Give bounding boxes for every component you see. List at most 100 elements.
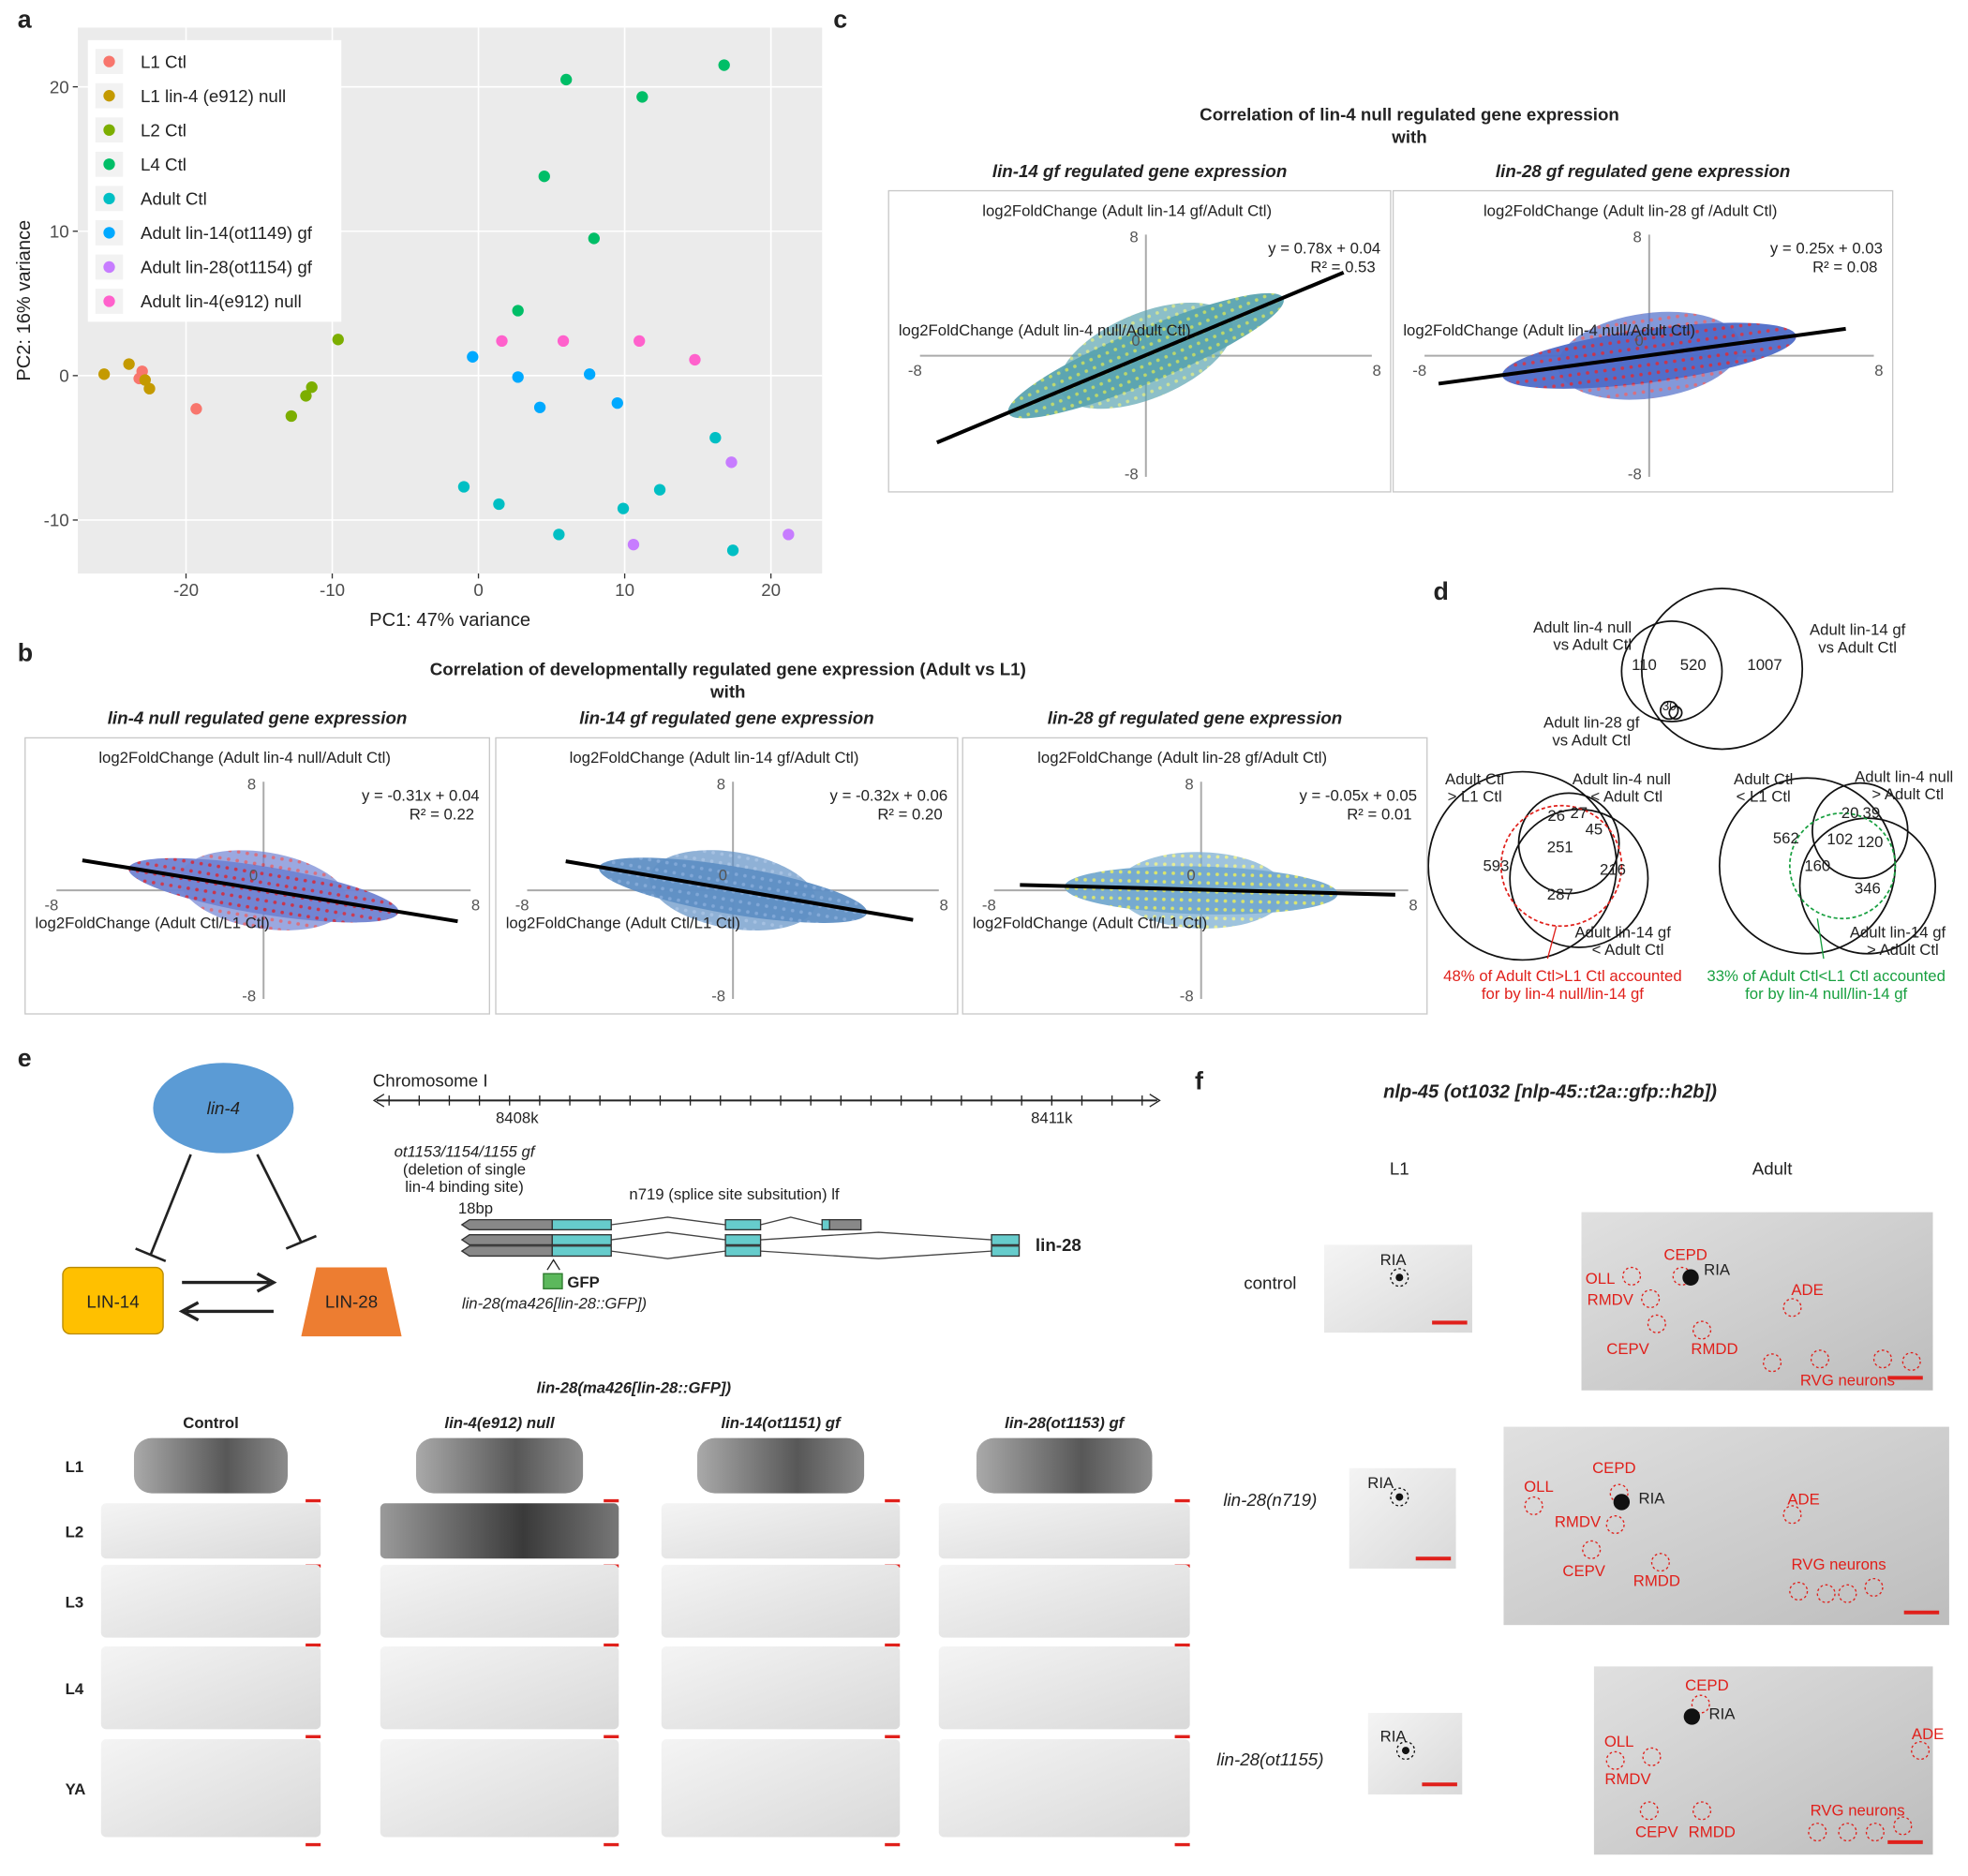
x-tick-label: 0 <box>1634 332 1643 350</box>
y-axis-label: log2FoldChange (Adult lin-28 gf/Adult Ct… <box>1037 749 1327 767</box>
chromosome-label: Chromosome I <box>373 1071 488 1091</box>
set-label: Adult lin-28 gf <box>1543 714 1640 732</box>
group-title: with <box>1391 127 1426 147</box>
point <box>709 431 722 444</box>
micrograph <box>1581 1212 1933 1391</box>
count: 27 <box>1571 804 1588 822</box>
count: 216 <box>1600 860 1626 878</box>
point <box>300 390 312 402</box>
y-axis-label: log2FoldChange (Adult lin-14 gf/Adult Ct… <box>982 201 1272 219</box>
count: 110 <box>1632 656 1657 674</box>
neuron-label: RMDV <box>1604 1770 1651 1788</box>
neuron-label: RIA <box>1704 1261 1731 1279</box>
micrograph <box>100 1645 321 1730</box>
y-axis-label: log2FoldChange (Adult lin-4 null/Adult C… <box>98 749 391 767</box>
neuron-label: RMDD <box>1691 1340 1737 1358</box>
note: 48% of Adult Ctl>L1 Ctl accounted <box>1443 967 1681 985</box>
neuron-label: CEPV <box>1635 1823 1678 1840</box>
count: 346 <box>1855 879 1881 897</box>
deletion-label: 18bp <box>458 1199 493 1217</box>
panel-label: a <box>18 5 33 33</box>
micrograph <box>661 1503 901 1559</box>
pointer <box>1546 926 1558 960</box>
point <box>97 368 111 380</box>
row-header: lin-28(ot1155) <box>1216 1749 1323 1769</box>
neuron-marker <box>1782 1298 1802 1318</box>
neuron-marker <box>1810 1349 1830 1369</box>
point <box>588 232 600 245</box>
y-axis-label: log2FoldChange (Adult lin-28 gf /Adult C… <box>1483 201 1778 219</box>
x-tick-label: 0 <box>719 866 727 884</box>
mirna-node <box>153 1063 294 1154</box>
note: 33% of Adult Ctl<L1 Ctl accounted <box>1707 967 1945 985</box>
neuron-label: RVG neurons <box>1792 1556 1886 1573</box>
neuron-label: RMDV <box>1588 1291 1634 1309</box>
x-tick-label: 20 <box>761 580 781 600</box>
y-tick-label: 8 <box>247 775 256 793</box>
legend-marker <box>103 227 115 239</box>
tag-label: GFP <box>567 1273 599 1291</box>
equation: y = 0.25x + 0.03 <box>1770 240 1883 258</box>
row-header: YA <box>66 1780 86 1798</box>
neuron-label: RIA <box>1639 1489 1666 1507</box>
set-label: Adult Ctl <box>1734 770 1793 788</box>
group-title: Correlation of developmentally regulated… <box>430 659 1026 678</box>
transcripts <box>611 1216 992 1259</box>
count: 39 <box>1863 804 1881 822</box>
r-squared: R² = 0.01 <box>1347 805 1411 823</box>
point <box>653 484 666 496</box>
point <box>611 396 623 409</box>
x-tick-label: 0 <box>473 580 483 600</box>
x-tick-label: 0 <box>1186 866 1195 884</box>
micrograph <box>696 1437 865 1494</box>
neuron-marker <box>1692 1801 1712 1821</box>
x-tick-label: -8 <box>982 897 996 915</box>
venn-circle <box>1668 706 1683 721</box>
point <box>123 358 135 370</box>
y-tick-label: 20 <box>50 77 69 97</box>
point <box>332 334 344 346</box>
legend-label: L2 Ctl <box>141 120 186 140</box>
neuron-marker <box>1872 1349 1892 1369</box>
set-label: Adult lin-14 gf <box>1850 923 1946 941</box>
neuron-marker <box>1782 1505 1802 1525</box>
fit-line <box>1020 883 1395 897</box>
neuron-marker <box>1639 1801 1659 1821</box>
neuron-marker <box>1605 1750 1625 1770</box>
x-tick-label: -8 <box>515 897 529 915</box>
point <box>636 91 649 103</box>
point <box>725 456 738 469</box>
r-squared: R² = 0.53 <box>1310 259 1375 276</box>
allele-label: n719 (splice site subsitution) lf <box>629 1185 840 1203</box>
set-label: Adult Ctl <box>1445 770 1504 788</box>
arrow <box>178 1272 277 1322</box>
count: 520 <box>1680 656 1707 674</box>
neuron-marker <box>1395 1741 1416 1761</box>
point <box>617 502 630 514</box>
neuron-label: RIA <box>1380 1251 1408 1269</box>
legend-label: Adult lin-4(e912) null <box>141 291 302 311</box>
neuron-marker <box>1647 1314 1666 1333</box>
neuron-marker <box>1864 1577 1884 1598</box>
neuron-marker <box>1524 1496 1543 1515</box>
x-axis-label: log2FoldChange (Adult Ctl/L1 Ctl) <box>36 914 270 931</box>
legend-label: L4 Ctl <box>141 155 186 174</box>
neuron-marker <box>1390 1487 1409 1507</box>
chart-title: lin-28 gf regulated gene expression <box>1496 161 1790 181</box>
fit-line <box>82 858 458 924</box>
neuron-marker <box>1582 1540 1602 1559</box>
micrograph <box>1349 1467 1456 1569</box>
row-header: control <box>1244 1273 1296 1292</box>
x-tick-label: 0 <box>249 866 258 884</box>
point <box>512 305 524 317</box>
micrograph <box>661 1564 901 1638</box>
micrograph <box>976 1437 1153 1494</box>
fit-line <box>1438 326 1846 386</box>
x-axis-label: log2FoldChange (Adult lin-4 null/Adult C… <box>1403 321 1695 339</box>
inhibition <box>135 1154 318 1263</box>
x-tick-label: -8 <box>44 897 58 915</box>
count: 26 <box>1547 807 1565 825</box>
column-header: Adult <box>1752 1158 1793 1178</box>
neuron-marker <box>1642 1747 1662 1766</box>
